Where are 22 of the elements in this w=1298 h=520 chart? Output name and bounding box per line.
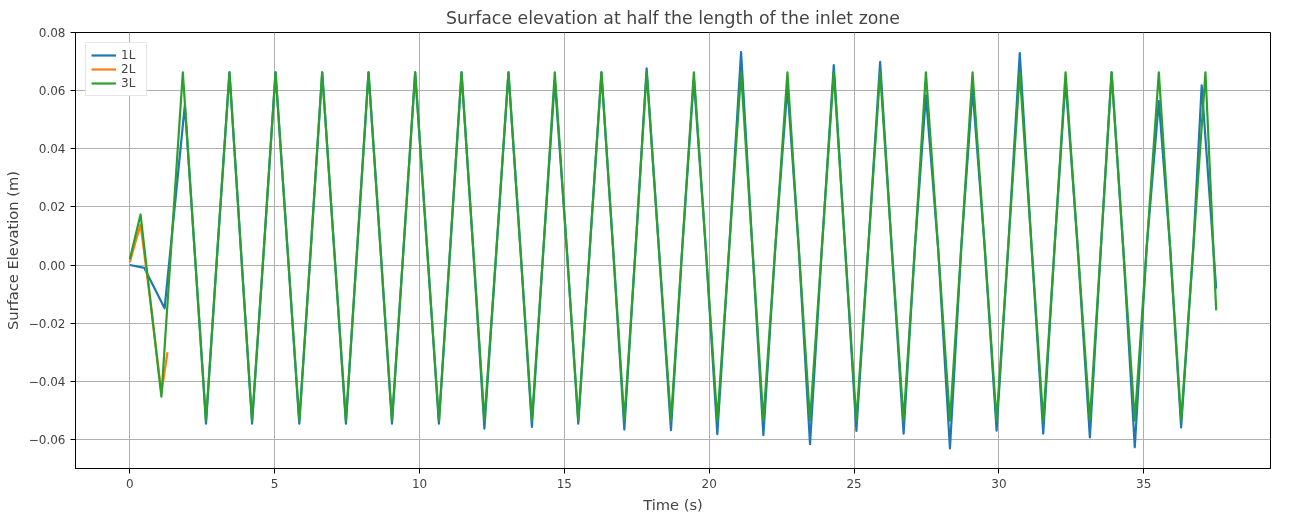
y-tick-label: 0.08	[38, 26, 66, 40]
y-axis-title: Surface Elevation (m)	[3, 171, 21, 330]
y-tick-label: 0.04	[38, 142, 66, 157]
y-tick-label: −0.02	[28, 316, 66, 331]
x-tick-label: 15	[556, 476, 573, 491]
x-tick-label: 5	[270, 476, 279, 491]
chart-title: Surface elevation at half the length of the inlet zone	[446, 7, 900, 28]
legend-label: 3L	[121, 76, 137, 90]
x-tick-label: 0	[126, 476, 134, 491]
x-tick-label: 20	[701, 476, 717, 491]
legend-label: 2L	[121, 62, 137, 76]
y-tick-label: −0.06	[28, 432, 66, 447]
y-tick-label: −0.04	[28, 374, 66, 389]
legend-label: 1L	[121, 48, 137, 62]
x-tick-label: 35	[1136, 476, 1152, 491]
x-tick-label: 10	[411, 476, 428, 491]
y-tick-label: 0.00	[38, 258, 66, 273]
y-tick-label: 0.02	[38, 200, 66, 215]
x-tick-label: 30	[991, 476, 1007, 491]
x-tick-label: 25	[846, 476, 862, 491]
y-tick-label: 0.06	[38, 84, 66, 99]
x-axis-title: Time (s)	[642, 495, 703, 513]
